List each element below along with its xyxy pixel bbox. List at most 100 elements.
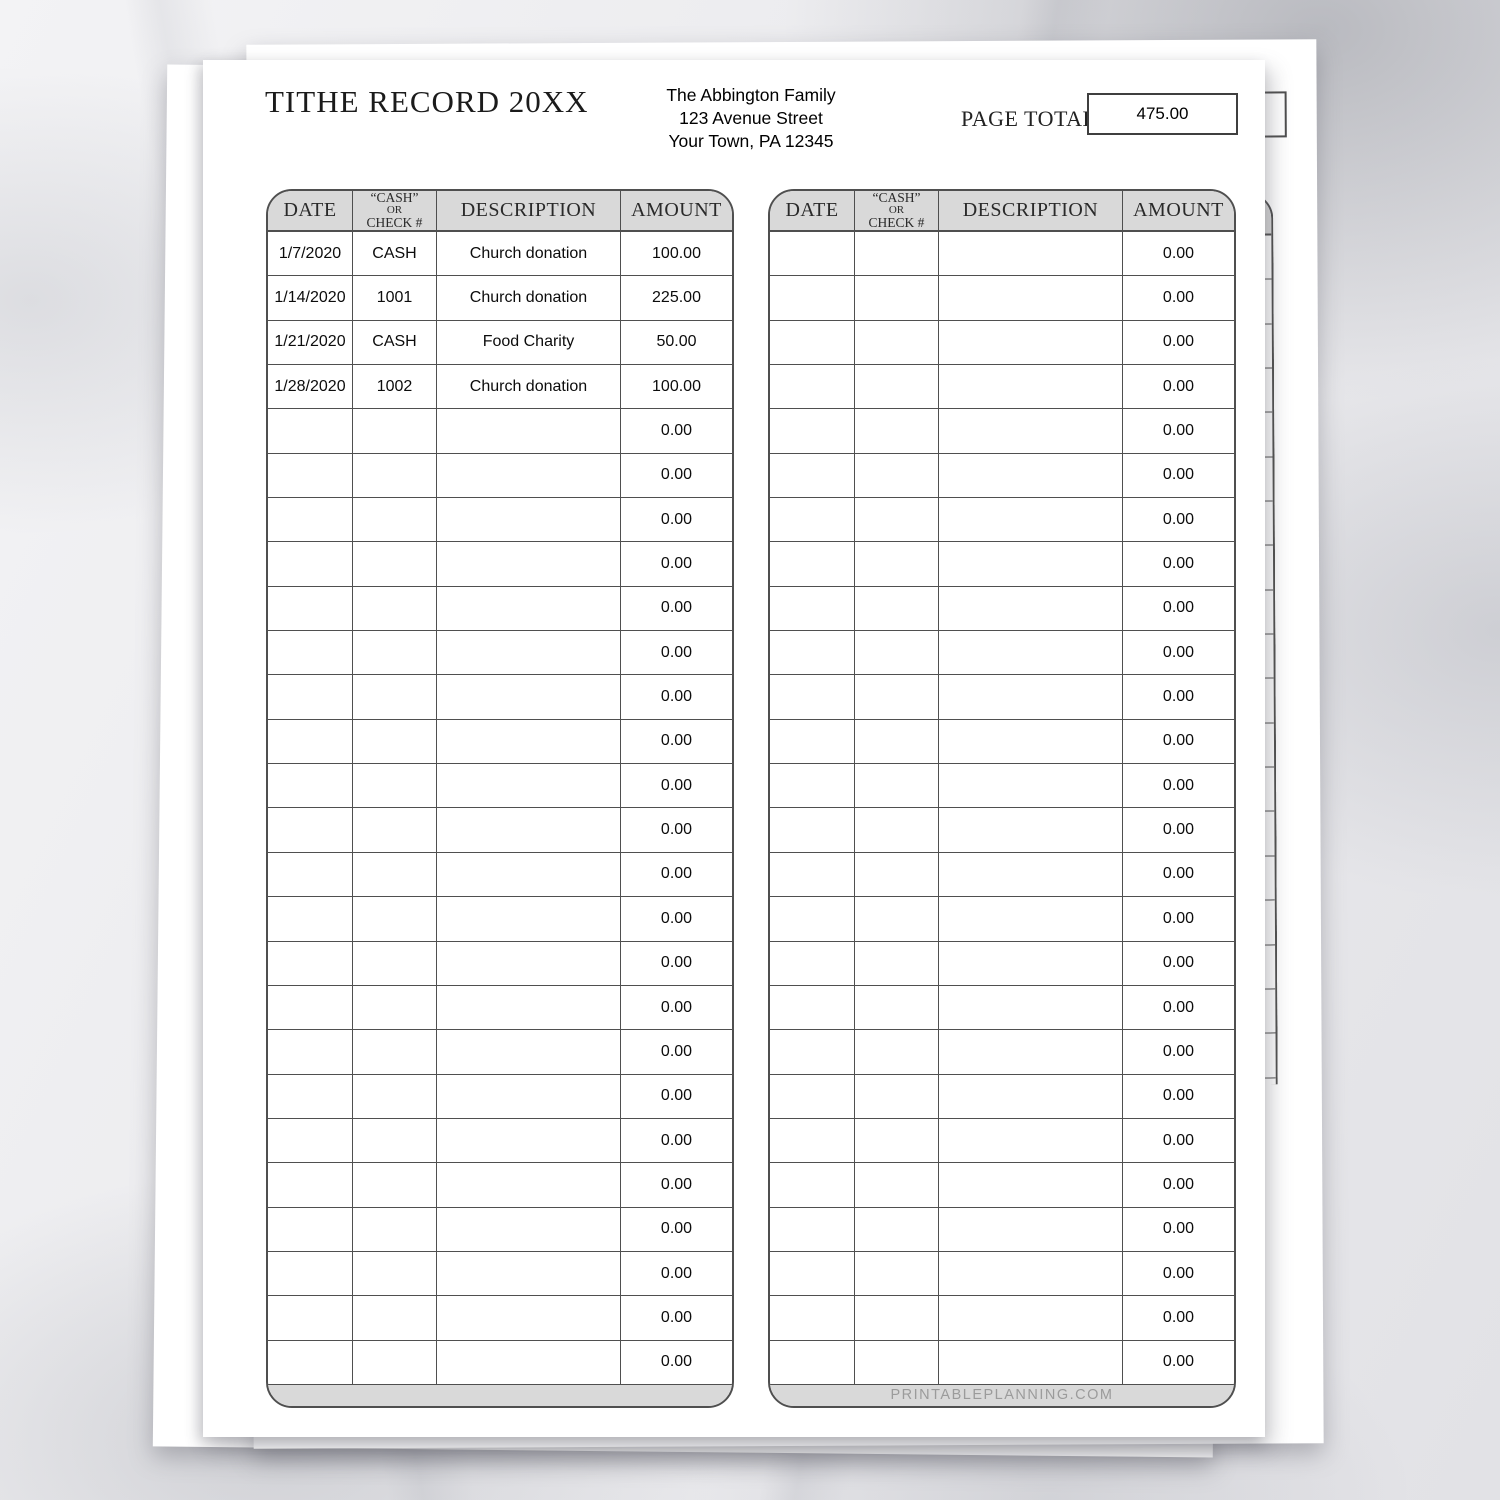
cell-description: Church donation [436, 232, 620, 276]
owner-address-line1: 123 Avenue Street [679, 108, 823, 128]
table-row: 0.00 [268, 1118, 732, 1164]
cell-description [938, 764, 1122, 808]
cell-method [352, 1074, 436, 1118]
cell-date [770, 1208, 854, 1251]
cell-method [854, 631, 938, 675]
cell-method [854, 232, 938, 276]
cell-date [770, 631, 854, 674]
cell-method [854, 409, 938, 453]
cell-description [436, 586, 620, 631]
cell-amount: 0.00 [1122, 498, 1234, 542]
cell-amount: 0.00 [620, 409, 732, 453]
cell-method [352, 542, 436, 586]
cell-date [770, 1296, 854, 1339]
cell-description [436, 1030, 620, 1074]
cell-description [938, 409, 1122, 453]
cell-description [938, 1030, 1122, 1074]
cell-description [436, 1340, 620, 1384]
cell-amount: 0.00 [1122, 1207, 1234, 1251]
table-body: 0.00 0.00 0.00 0.00 0.00 0.00 0.00 0.00 0.00 0.00… [770, 232, 1234, 1385]
cell-description [938, 985, 1122, 1030]
cell-amount: 0.00 [1122, 1074, 1234, 1118]
cell-method [854, 1030, 938, 1074]
cell-date [770, 986, 854, 1029]
table-row: 0.00 [268, 985, 732, 1031]
table-row: 0.00 [268, 1340, 732, 1385]
table-row: 0.00 [770, 1340, 1234, 1385]
cell-amount: 0.00 [620, 764, 732, 808]
table-row: 0.00 [770, 1118, 1234, 1164]
table-row: 1/28/2020 1002 Church donation 100.00 [268, 365, 732, 410]
cell-description [938, 631, 1122, 675]
cell-method: CASH [352, 320, 436, 365]
table-row: 0.00 [770, 631, 1234, 676]
cell-description [436, 1296, 620, 1340]
cell-amount: 0.00 [620, 631, 732, 675]
table-row: 0.00 [268, 631, 732, 676]
cell-method: 1002 [352, 365, 436, 409]
cell-amount: 0.00 [1122, 365, 1234, 409]
column-header-description: DESCRIPTION [938, 191, 1122, 230]
cell-description [938, 276, 1122, 320]
cell-method [854, 675, 938, 719]
cell-date [770, 498, 854, 541]
cell-description [436, 542, 620, 586]
cell-date [770, 764, 854, 807]
cell-description [938, 453, 1122, 498]
page-total-box: 475.00 [1087, 93, 1238, 135]
table-row: 0.00 [770, 852, 1234, 898]
cell-amount: 0.00 [620, 852, 732, 897]
cell-amount: 0.00 [1122, 1118, 1234, 1163]
cell-amount: 0.00 [1122, 1296, 1234, 1340]
cell-method [854, 985, 938, 1030]
table-body: 1/7/2020 CASH Church donation 100.00 1/14/20… [268, 232, 732, 1385]
cell-date [770, 321, 854, 364]
cell-method [352, 897, 436, 941]
cell-description: Church donation [436, 365, 620, 409]
cell-amount: 0.00 [620, 1074, 732, 1118]
cell-amount: 0.00 [620, 542, 732, 586]
cell-amount: 0.00 [1122, 764, 1234, 808]
cell-amount: 0.00 [1122, 1251, 1234, 1296]
cell-method: 1001 [352, 276, 436, 320]
cell-method [352, 586, 436, 631]
cell-amount: 0.00 [1122, 276, 1234, 320]
table-row: 0.00 [770, 1030, 1234, 1075]
cell-amount: 100.00 [620, 232, 732, 276]
owner-address-block: The Abbington Family 123 Avenue Street Y… [601, 84, 901, 153]
table-row: 0.00 [268, 1207, 732, 1252]
cell-description [436, 631, 620, 675]
cell-method [352, 675, 436, 719]
cell-date [770, 1119, 854, 1162]
cell-amount: 0.00 [620, 586, 732, 631]
cell-method [352, 852, 436, 897]
cell-method [854, 1296, 938, 1340]
cell-amount: 0.00 [1122, 631, 1234, 675]
tithe-table-right: DATE “CASH” OR CHECK # DESCRIPTION AMOUN… [768, 189, 1236, 1408]
cell-amount: 0.00 [620, 941, 732, 985]
table-row: 0.00 [770, 453, 1234, 499]
cell-date [268, 1163, 352, 1206]
cell-date [268, 986, 352, 1029]
cell-amount: 0.00 [620, 897, 732, 941]
table-footer-bar: PRINTABLEPLANNING.COM [770, 1384, 1234, 1406]
table-row: 0.00 [770, 542, 1234, 587]
cell-date [268, 853, 352, 896]
cell-date [268, 942, 352, 985]
cell-date: 1/28/2020 [274, 377, 346, 395]
cell-amount: 0.00 [1122, 985, 1234, 1030]
cell-date [268, 1252, 352, 1295]
cell-date [770, 1030, 854, 1073]
cell-amount: 50.00 [620, 320, 732, 365]
table-footer-bar [268, 1384, 732, 1406]
cell-date [770, 454, 854, 497]
cell-amount: 0.00 [1122, 320, 1234, 365]
cell-description: Church donation [436, 276, 620, 320]
table-header-row: DATE “CASH” OR CHECK # DESCRIPTION AMOUN… [268, 191, 732, 232]
cell-amount: 0.00 [620, 808, 732, 852]
cell-amount: 0.00 [620, 719, 732, 764]
cell-description [938, 586, 1122, 631]
cell-amount: 0.00 [1122, 1340, 1234, 1384]
cell-description [938, 1340, 1122, 1384]
